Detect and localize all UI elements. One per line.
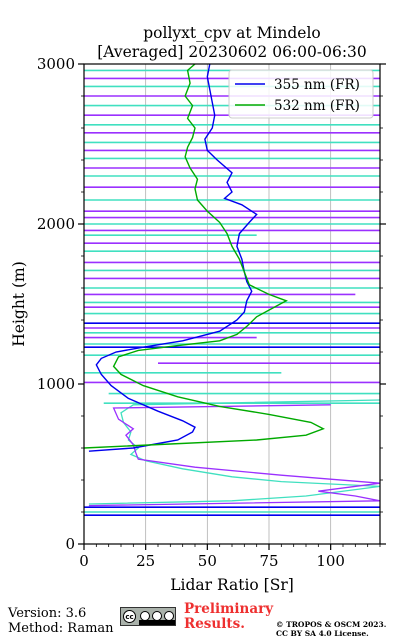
copyright-notice: © TROPOS & OSCM 2023. CC BY SA 4.0 Licen… <box>276 620 386 638</box>
legend-label-532nm: 532 nm (FR) <box>274 98 360 114</box>
copyright-line: © TROPOS & OSCM 2023. <box>276 620 387 629</box>
lidar-ratio-chart: pollyxt_cpv at Mindelo [Averaged] 202306… <box>10 24 386 594</box>
x-axis-label: Lidar Ratio [Sr] <box>170 576 294 594</box>
series-line-532nm <box>84 64 325 449</box>
x-tick-label: 75 <box>259 552 278 570</box>
x-tick-label: 100 <box>316 552 345 570</box>
chart-subtitle: [Averaged] 20230602 06:00-06:30 <box>97 43 367 61</box>
axes-frame <box>83 63 381 545</box>
y-tick-label: 3000 <box>37 55 75 73</box>
y-tick-label: 1000 <box>37 375 75 393</box>
version-info: Version: 3.6 Method: Raman <box>8 606 114 636</box>
version-text: Version: 3.6 <box>8 606 87 621</box>
legend-label-355nm: 355 nm (FR) <box>274 77 360 93</box>
x-tick-label: 50 <box>198 552 217 570</box>
preliminary-results-note: Preliminary Results. <box>184 601 274 632</box>
method-text: Method: Raman <box>8 621 114 636</box>
y-tick-label: 0 <box>65 535 75 553</box>
noise-trace <box>88 404 380 507</box>
y-tick-label: 2000 <box>37 215 75 233</box>
x-tick-label: 25 <box>136 552 155 570</box>
chart-title: pollyxt_cpv at Mindelo <box>143 24 321 42</box>
y-axis-label: Height (m) <box>10 261 28 347</box>
license-line: CC BY SA 4.0 License. <box>276 629 369 638</box>
series-line-355nm <box>88 64 258 452</box>
cc-by-sa-license-icon: cc <box>120 607 176 626</box>
x-tick-label: 0 <box>79 552 89 570</box>
legend-box <box>228 69 374 119</box>
